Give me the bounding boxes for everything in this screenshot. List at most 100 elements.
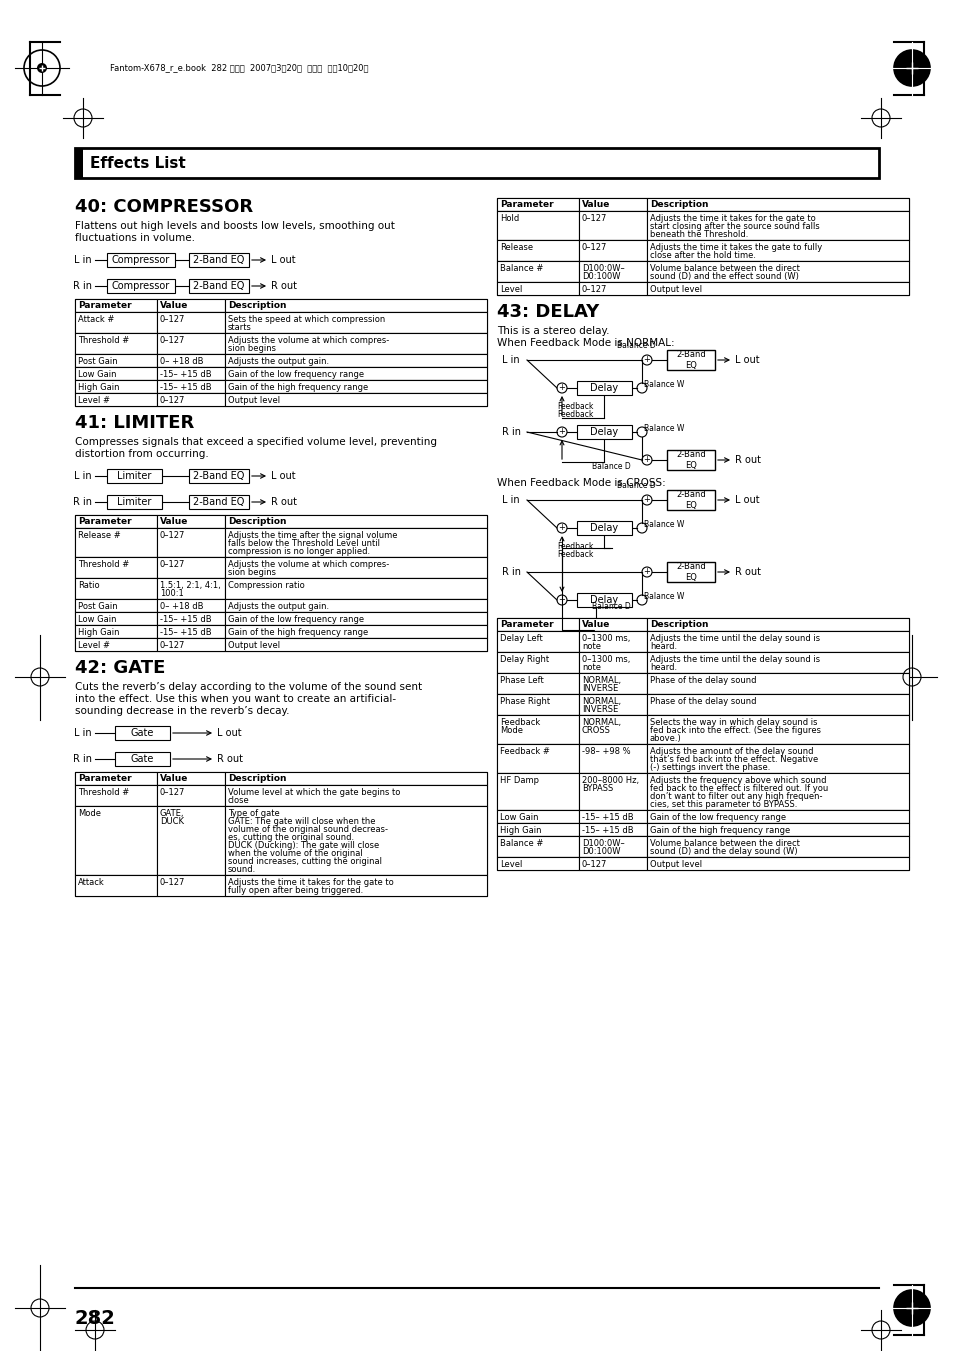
Text: -15– +15 dB: -15– +15 dB (160, 615, 212, 624)
Text: Output level: Output level (228, 396, 280, 405)
Text: Phase Left: Phase Left (499, 676, 543, 685)
Text: L in: L in (501, 355, 519, 365)
Bar (497, 617, 908, 631)
Bar (75, 785, 486, 807)
Bar (578, 773, 646, 811)
Bar (497, 211, 578, 240)
Text: Level #: Level # (78, 396, 110, 405)
Bar (75, 515, 157, 528)
Text: close: close (228, 796, 250, 805)
Text: 0–127: 0–127 (581, 285, 607, 295)
Bar (75, 612, 157, 626)
Text: that’s fed back into the effect. Negative: that’s fed back into the effect. Negativ… (649, 755, 818, 765)
Text: R in: R in (73, 754, 91, 765)
Bar (497, 282, 578, 295)
Text: Flattens out high levels and boosts low levels, smoothing out: Flattens out high levels and boosts low … (75, 222, 395, 231)
Bar (646, 823, 908, 836)
Text: This is a stereo delay.: This is a stereo delay. (497, 326, 609, 336)
Text: 0–127: 0–127 (160, 561, 185, 569)
Bar (75, 515, 486, 528)
Text: Balance D: Balance D (592, 462, 630, 471)
Text: R out: R out (271, 281, 296, 290)
Bar (225, 312, 486, 332)
Text: Adjusts the time until the delay sound is: Adjusts the time until the delay sound i… (649, 634, 820, 643)
Bar (497, 199, 578, 211)
Bar (578, 836, 646, 857)
Text: L out: L out (734, 355, 759, 365)
Bar (497, 631, 908, 653)
Bar (225, 354, 486, 367)
Text: Fantom-X678_r_e.book  282 ページ  2007年3月20日  火曜日  午前10時20分: Fantom-X678_r_e.book 282 ページ 2007年3月20日 … (110, 63, 368, 73)
Bar (577, 521, 631, 535)
Text: fully open after being triggered.: fully open after being triggered. (228, 886, 363, 894)
Text: R in: R in (501, 427, 520, 436)
Bar (497, 653, 908, 673)
Bar (646, 617, 908, 631)
Bar (157, 299, 225, 312)
Text: +: + (558, 523, 565, 532)
Bar (189, 280, 249, 293)
Bar (646, 694, 908, 715)
Text: D0:100W: D0:100W (581, 847, 619, 857)
Text: Type of gate: Type of gate (228, 809, 279, 817)
Text: Feedback: Feedback (557, 550, 593, 559)
Bar (497, 773, 908, 811)
Text: GATE: The gate will close when the: GATE: The gate will close when the (228, 817, 375, 825)
Text: starts: starts (228, 323, 252, 332)
Bar (75, 771, 486, 785)
Text: When Feedback Mode is NORMAL:: When Feedback Mode is NORMAL: (497, 338, 674, 349)
Text: 2-Band EQ: 2-Band EQ (193, 471, 244, 481)
Text: R in: R in (501, 567, 520, 577)
Text: D0:100W: D0:100W (581, 272, 619, 281)
Text: Level: Level (499, 285, 522, 295)
Text: Feedback: Feedback (499, 717, 539, 727)
Text: +: + (558, 427, 565, 436)
Text: distortion from occurring.: distortion from occurring. (75, 449, 209, 459)
Text: start closing after the source sound falls: start closing after the source sound fal… (649, 222, 819, 231)
Text: Attack: Attack (78, 878, 105, 888)
Bar (75, 354, 486, 367)
Bar (157, 528, 225, 557)
Bar (497, 744, 908, 773)
Bar (497, 653, 578, 673)
Bar (75, 312, 486, 332)
Bar (189, 253, 249, 267)
Bar (646, 836, 908, 857)
Text: Value: Value (581, 200, 610, 209)
Text: Adjusts the time until the delay sound is: Adjusts the time until the delay sound i… (649, 655, 820, 663)
Text: 2-Band EQ: 2-Band EQ (193, 281, 244, 290)
Text: 200–8000 Hz,: 200–8000 Hz, (581, 775, 639, 785)
Text: HF Damp: HF Damp (499, 775, 538, 785)
Text: +: + (643, 496, 650, 504)
Bar (646, 811, 908, 823)
Bar (225, 598, 486, 612)
Text: 0–127: 0–127 (581, 861, 607, 869)
Text: cies, set this parameter to BYPASS.: cies, set this parameter to BYPASS. (649, 800, 797, 809)
Bar (75, 578, 486, 598)
Text: 41: LIMITER: 41: LIMITER (75, 413, 194, 432)
Text: above.): above.) (649, 734, 681, 743)
Text: 2-Band
EQ: 2-Band EQ (676, 350, 705, 370)
Text: -15– +15 dB: -15– +15 dB (160, 382, 212, 392)
Bar (646, 199, 908, 211)
Text: Adjusts the output gain.: Adjusts the output gain. (228, 357, 329, 366)
Text: DUCK (Ducking): The gate will close: DUCK (Ducking): The gate will close (228, 842, 379, 850)
Bar (75, 380, 157, 393)
Text: +: + (558, 596, 565, 604)
Text: note: note (581, 642, 600, 651)
Bar (75, 875, 157, 896)
Text: Compressor: Compressor (112, 281, 170, 290)
Bar (157, 393, 225, 407)
Bar (157, 626, 225, 638)
Bar (497, 631, 578, 653)
Text: Balance W: Balance W (643, 592, 683, 601)
Text: when the volume of the original: when the volume of the original (228, 848, 362, 858)
Text: falls below the Threshold Level until: falls below the Threshold Level until (228, 539, 379, 549)
Bar (666, 450, 714, 470)
Text: 0–127: 0–127 (160, 396, 185, 405)
Bar (497, 715, 908, 744)
Bar (107, 253, 174, 267)
Bar (497, 673, 578, 694)
Bar (497, 617, 578, 631)
Text: Output level: Output level (649, 861, 701, 869)
